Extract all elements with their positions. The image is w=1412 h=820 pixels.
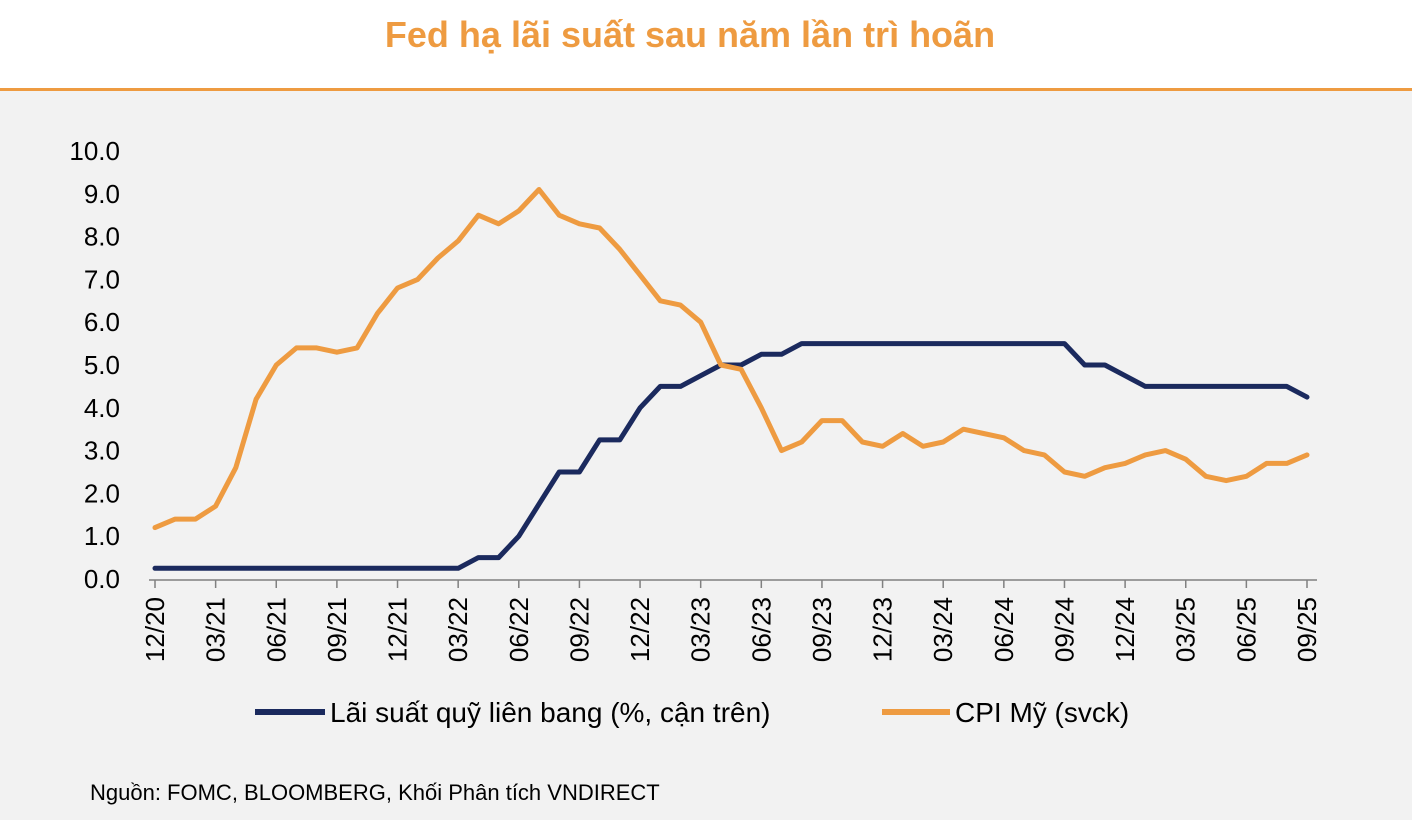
- series-layer: [152, 187, 1310, 571]
- x-tick-label: 03/21: [201, 597, 231, 662]
- x-tick-label: 09/24: [1049, 597, 1079, 662]
- x-tick-label: 12/24: [1110, 597, 1140, 662]
- x-tick-label: 12/22: [625, 597, 655, 662]
- y-tick-label: 5.0: [84, 350, 120, 380]
- x-tick-label: 03/25: [1171, 597, 1201, 662]
- chart-title: Fed hạ lãi suất sau năm lần trì hoãn: [384, 14, 996, 55]
- y-tick-label: 4.0: [84, 393, 120, 423]
- y-tick-label: 7.0: [84, 264, 120, 294]
- x-tick-label: 09/23: [807, 597, 837, 662]
- y-tick-label: 6.0: [84, 307, 120, 337]
- x-tick-label: 03/23: [686, 597, 716, 662]
- series-line-fed-funds-rate: [152, 341, 1310, 571]
- series-line-us-cpi: [152, 187, 1310, 531]
- x-tick-label: 09/21: [322, 597, 352, 662]
- x-tick-label: 12/23: [868, 597, 898, 662]
- x-tick-label: 06/24: [989, 597, 1019, 662]
- x-tick-label: 06/23: [746, 597, 776, 662]
- y-tick-label: 8.0: [84, 222, 120, 252]
- x-tick-label: 09/22: [564, 597, 594, 662]
- x-axis: 12/20 03/21 06/21 09/21 12/21 03/22 06/22 09/22…: [140, 579, 1322, 662]
- legend-label: CPI Mỹ (svck): [955, 697, 1129, 728]
- x-tick-label: 06/21: [261, 597, 291, 662]
- x-tick-label: 12/20: [140, 597, 170, 662]
- chart-panel: 0.0 1.0 2.0 3.0 4.0 5.0 6.0 7.0 8.0 9.0 10.0 12/20…: [0, 91, 1412, 820]
- x-tick-label: 03/24: [928, 597, 958, 662]
- x-tick-label: 06/25: [1231, 597, 1261, 662]
- legend-label: Lãi suất quỹ liên bang (%, cận trên): [330, 697, 770, 728]
- x-tick-label: 06/22: [504, 597, 534, 662]
- y-tick-label: 0.0: [84, 564, 120, 594]
- source-note: Nguồn: FOMC, BLOOMBERG, Khối Phân tích V…: [90, 780, 660, 805]
- x-tick-label: 12/21: [383, 597, 413, 662]
- x-tick-label: 09/25: [1292, 597, 1322, 662]
- title-divider: [0, 88, 1412, 91]
- y-tick-label: 3.0: [84, 436, 120, 466]
- legend: Lãi suất quỹ liên bang (%, cận trên) CPI …: [255, 697, 1129, 728]
- y-tick-label: 2.0: [84, 478, 120, 508]
- y-tick-label: 9.0: [84, 179, 120, 209]
- title-bar: Fed hạ lãi suất sau năm lần trì hoãn: [0, 0, 1412, 88]
- x-tick-label: 03/22: [443, 597, 473, 662]
- y-tick-label: 1.0: [84, 521, 120, 551]
- line-chart: 0.0 1.0 2.0 3.0 4.0 5.0 6.0 7.0 8.0 9.0 10.0 12/20…: [69, 136, 1322, 728]
- y-tick-label: 10.0: [69, 136, 120, 166]
- y-axis-ticks: 0.0 1.0 2.0 3.0 4.0 5.0 6.0 7.0 8.0 9.0 10.0: [69, 136, 120, 594]
